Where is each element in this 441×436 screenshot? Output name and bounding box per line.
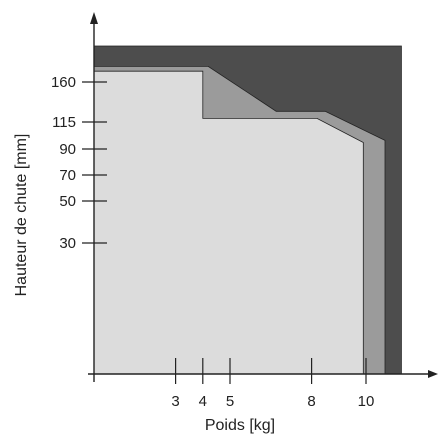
x-tick-label-8: 8: [307, 393, 315, 410]
y-axis-label: Hauteur de chute [mm]: [13, 134, 30, 297]
x-axis-label: Poids [kg]: [205, 417, 275, 434]
y-tick-label-70: 70: [59, 167, 76, 184]
x-tick-label-4: 4: [199, 393, 207, 410]
y-axis-arrow-icon: [90, 12, 98, 24]
x-axis-arrow-icon: [428, 370, 438, 378]
y-tick-label-115: 115: [52, 114, 76, 131]
chart-ticks: 30 50 70 90 115 160 3 4 5 8 10: [51, 74, 374, 410]
x-tick-label-10: 10: [358, 393, 375, 410]
y-tick-label-160: 160: [51, 74, 76, 91]
y-tick-label-50: 50: [59, 193, 76, 210]
x-tick-label-5: 5: [226, 393, 234, 410]
y-tick-label-90: 90: [59, 141, 76, 158]
x-tick-label-3: 3: [171, 393, 179, 410]
area-series-3: [93, 70, 364, 375]
chart-axes: [88, 12, 438, 382]
y-tick-label-30: 30: [59, 235, 76, 252]
chart-areas: [93, 45, 402, 375]
